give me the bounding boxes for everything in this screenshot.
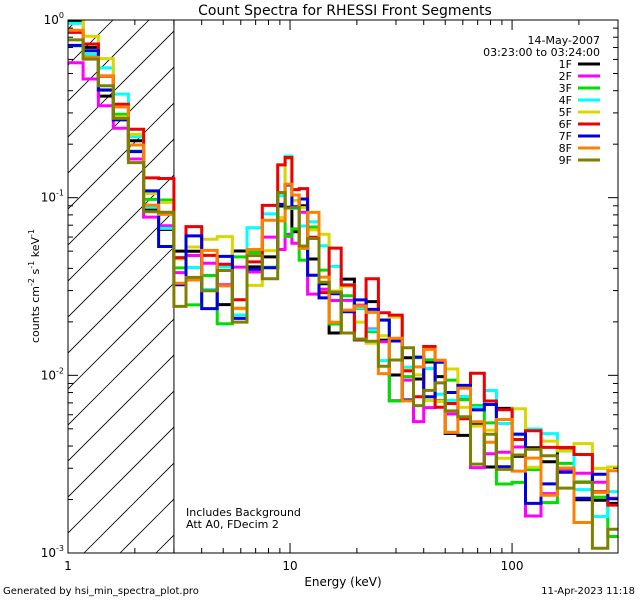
series-line-6F [68,30,618,507]
y-tick-label-base: 10 [44,13,59,27]
legend-label-5F: 5F [559,106,572,119]
legend-label-6F: 6F [559,118,572,131]
hatch-line [68,20,114,66]
x-axis-label: Energy (keV) [304,575,381,589]
y-tick-label: 10-1 [41,189,64,205]
y-tick-label: 10-3 [41,544,64,560]
series-line-3F [68,44,618,538]
y-tick-label-exp: -2 [56,366,64,375]
series-line-7F [68,43,618,505]
time-range-label: 03:23:00 to 03:24:00 [483,46,600,59]
chart-title: Count Spectra for RHESSI Front Segments [198,3,492,19]
hatch-line [68,30,174,138]
hatch-line [83,462,174,553]
hatch-line [68,426,174,534]
hatch-line [68,282,174,390]
date-label: 14-May-2007 [528,34,600,47]
hatch-line [68,20,150,102]
y-tick-label-exp: -1 [56,189,64,198]
hatched-region [68,20,640,553]
y-axis-label-tail: keV [29,237,42,261]
series-layer [68,20,618,550]
y-tick-label: 100 [44,11,64,27]
footer-generated: Generated by hsi_min_spectra_plot.pro [3,586,199,597]
y-tick-label-base: 10 [41,368,56,382]
series-line-5F [81,20,618,470]
x-tick-label: 100 [501,559,524,573]
series-line-9F [68,38,618,550]
annotation-background: Includes Background [186,506,301,519]
y-axis-label-base: counts cm [29,286,42,343]
legend-label-2F: 2F [559,70,572,83]
legend-label-7F: 7F [559,130,572,143]
hatch-line [68,102,174,210]
axis-ticks [67,19,619,554]
legend-label-9F: 9F [559,154,572,167]
legend-label-8F: 8F [559,142,572,155]
hatch-line [68,318,174,426]
y-tick-label: 10-2 [41,366,64,382]
annotation-attenuator: Att A0, FDecim 2 [186,518,279,531]
y-axis-label-mid: s [29,268,42,277]
y-axis-label: counts cm-2 s-1 keV-1 [27,229,42,343]
y-tick-label-exp: -3 [56,544,64,553]
hatch-line [68,66,174,174]
footer-timestamp: 11-Apr-2023 11:18 [541,586,635,597]
y-axis-label-exp2: -1 [27,261,36,269]
hatch-line [68,246,174,354]
y-tick-label-base: 10 [41,191,56,205]
y-tick-label-exp: 0 [59,11,64,20]
hatch-line [68,210,174,318]
plot-frame [67,19,619,554]
legend-label-4F: 4F [559,94,572,107]
legend-label-3F: 3F [559,82,572,95]
y-axis-label-exp3: -1 [27,229,36,237]
hatch-line [68,390,174,498]
legend-label-1F: 1F [559,58,572,71]
y-axis-label-exp1: -2 [27,278,36,286]
x-tick-label: 1 [64,559,72,573]
y-tick-label-base: 10 [41,546,56,560]
hatch-line [624,20,640,553]
x-tick-label: 10 [282,559,297,573]
